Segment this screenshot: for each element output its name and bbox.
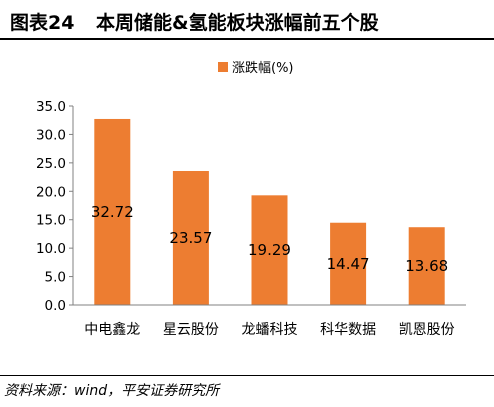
footer-rule (0, 375, 494, 376)
legend: 涨跌幅(%) (218, 60, 294, 76)
data-label: 13.68 (405, 257, 448, 275)
figure-header: 图表24 本周储能&氢能板块涨幅前五个股 (0, 0, 494, 40)
y-tick-label: 0.0 (45, 298, 66, 314)
data-label: 19.29 (248, 241, 291, 259)
legend-label: 涨跌幅(%) (232, 60, 294, 76)
bar (330, 222, 367, 305)
data-label: 23.57 (169, 229, 212, 247)
legend-swatch (218, 62, 228, 72)
category-label: 星云股份 (163, 322, 219, 338)
header-rule (0, 38, 494, 40)
category-label: 凯恩股份 (399, 322, 455, 338)
data-label: 32.72 (91, 203, 134, 221)
y-tick-label: 25.0 (36, 156, 66, 172)
bars (94, 118, 445, 305)
source-note: 资料来源：wind，平安证券研究所 (4, 383, 220, 399)
bar (251, 195, 288, 305)
y-tick-label: 5.0 (45, 270, 66, 286)
y-tick-label: 20.0 (36, 184, 66, 200)
y-tick-label: 15.0 (36, 213, 66, 229)
bar (94, 118, 131, 305)
bar-chart: 涨跌幅(%) 0.0 5.0 10.0 15.0 20.0 25.0 30.0 35.0 32… (36, 60, 466, 338)
bar (408, 227, 445, 305)
figure-label: 图表24 (10, 12, 75, 34)
category-label: 龙蟠科技 (242, 322, 298, 338)
x-axis: 中电鑫龙 星云股份 龙蟠科技 科华数据 凯恩股份 (73, 304, 466, 338)
data-label: 14.47 (327, 255, 370, 273)
y-axis: 0.0 5.0 10.0 15.0 20.0 25.0 30.0 35.0 (36, 99, 74, 314)
category-label: 科华数据 (320, 322, 376, 338)
y-tick-label: 30.0 (36, 127, 66, 143)
category-label: 中电鑫龙 (84, 321, 140, 338)
figure-title: 本周储能&氢能板块涨幅前五个股 (96, 12, 379, 34)
bar (172, 170, 209, 305)
y-tick-label: 10.0 (36, 241, 66, 257)
y-tick-label: 35.0 (36, 99, 66, 115)
data-labels: 32.72 23.57 19.29 14.47 13.68 (91, 203, 448, 275)
